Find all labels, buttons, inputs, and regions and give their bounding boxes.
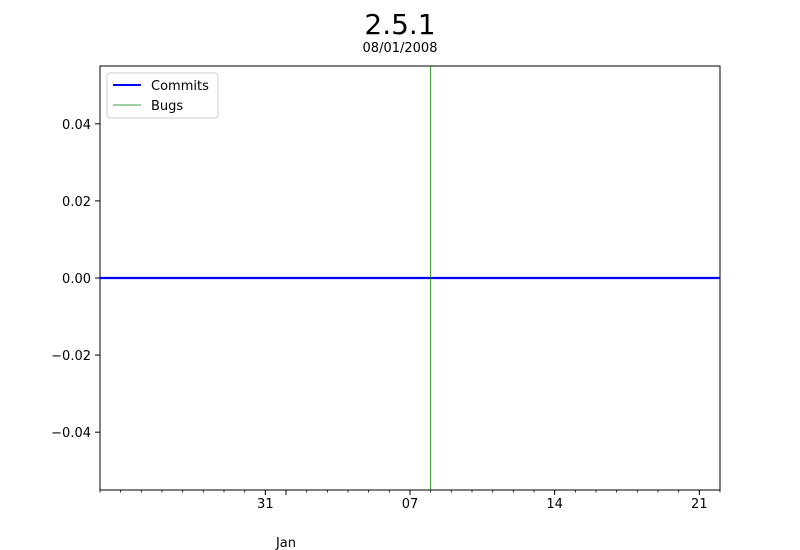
x-tick-label: 31 — [257, 497, 274, 512]
legend: Commits Bugs — [106, 72, 219, 119]
y-tick-label: 0.04 — [62, 118, 91, 133]
chart-subtitle: 08/01/2008 — [363, 41, 438, 56]
y-tick-label: −0.02 — [51, 349, 91, 364]
legend-label-commits: Commits — [151, 79, 209, 94]
x-tick-label: 14 — [546, 497, 563, 512]
chart-title: 2.5.1 — [364, 8, 435, 41]
y-tick-label: 0.02 — [62, 195, 91, 210]
y-tick-label: −0.04 — [51, 426, 91, 441]
y-tick-label: 0.00 — [62, 272, 91, 287]
x-tick-label: 21 — [691, 497, 708, 512]
x-month-label: Jan — [275, 536, 296, 550]
x-tick-label: 07 — [402, 497, 419, 512]
legend-label-bugs: Bugs — [151, 99, 183, 114]
